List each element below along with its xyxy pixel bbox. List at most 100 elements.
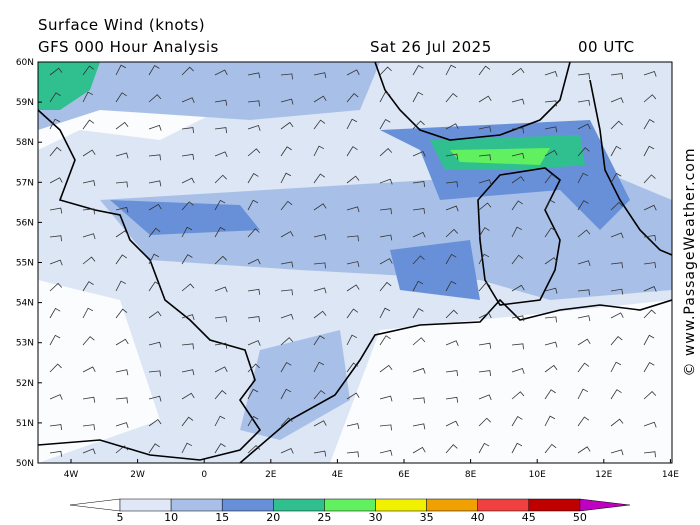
wind-barb: [49, 118, 61, 130]
wind-barb: [214, 415, 226, 427]
wind-barb: [247, 228, 260, 238]
wind-barb: [643, 334, 655, 346]
wind-barb: [445, 420, 459, 427]
wind-barb: [82, 307, 94, 319]
wind-barb: [49, 334, 61, 346]
wind-barb: [49, 235, 62, 242]
wind-barb: [544, 443, 557, 454]
wind-barb: [379, 364, 393, 373]
wind-barb: [181, 343, 194, 350]
wind-barb: [610, 361, 622, 373]
wind-barb: [643, 286, 657, 292]
coast-sweden: [589, 79, 672, 256]
lon-label: 4E: [332, 470, 344, 480]
wind-barb: [115, 230, 129, 238]
wind-barb: [280, 200, 293, 211]
wind-barb: [247, 340, 261, 346]
wind-barb: [49, 92, 61, 103]
wind-barb: [181, 369, 195, 376]
wind-barb: [379, 148, 393, 157]
watermark: © www.PassageWeather.com: [682, 147, 698, 376]
wind-barb: [412, 207, 426, 214]
wind-barb: [643, 361, 655, 373]
wind-barb: [49, 207, 63, 214]
wind-barb: [214, 174, 227, 184]
wind-barb: [115, 369, 129, 376]
colorbar-label: 50: [573, 511, 587, 524]
wind-barb: [379, 395, 393, 402]
wind-barb: [280, 172, 292, 184]
wind-barb: [511, 152, 525, 159]
wind-10-15: [38, 62, 672, 440]
wind-barb: [478, 95, 492, 103]
wind-barb: [610, 120, 623, 130]
wind-barb: [280, 361, 292, 373]
wind-barb: [82, 180, 96, 187]
wind-barb: [544, 70, 558, 77]
wind-barb: [214, 342, 228, 349]
colorbar-label: 15: [215, 511, 229, 524]
wind-barb: [346, 261, 360, 267]
subtitle: GFS 000 Hour Analysis: [38, 38, 219, 56]
wind-barb: [313, 119, 326, 130]
wind-barb: [115, 206, 129, 213]
wind-barb: [247, 444, 261, 454]
wind-barb: [379, 424, 392, 431]
wind-barb: [412, 120, 425, 130]
wind-barb: [445, 444, 458, 454]
wind-barb: [379, 335, 391, 346]
wind-barb: [247, 100, 260, 107]
wind-barb: [181, 153, 195, 160]
wind-barb: [148, 203, 162, 211]
wind-barb: [412, 255, 425, 265]
wind-barb: [610, 418, 624, 427]
wind-barb: [511, 200, 523, 211]
wind-barb: [181, 66, 194, 76]
wind-barb: [610, 232, 624, 239]
lat-label: 56N: [16, 218, 34, 228]
wind-barb: [643, 70, 657, 77]
wind-barb: [610, 145, 622, 157]
wind-barb: [478, 227, 490, 238]
wind-barb: [115, 121, 129, 130]
wind-barb: [577, 289, 590, 296]
wind-barb: [511, 368, 525, 374]
wind-barb: [181, 442, 193, 454]
wind-barb: [313, 173, 326, 184]
wind-barb: [445, 92, 458, 103]
lon-label: 6E: [398, 470, 410, 480]
wind-barb: [478, 154, 491, 161]
wind-barbs: [49, 64, 657, 458]
wind-barb: [445, 205, 459, 212]
wind-barb: [379, 449, 393, 456]
wind-barb: [82, 281, 94, 292]
lat-label: 58N: [16, 138, 34, 148]
wind-barb: [346, 206, 360, 213]
wind-barb: [214, 226, 226, 238]
wind-barb: [313, 361, 325, 373]
wind-barb: [313, 72, 327, 79]
wind-barb: [511, 176, 525, 184]
wind-barb: [214, 255, 228, 265]
wind-barb: [412, 337, 426, 346]
colorbar-label: 35: [420, 511, 434, 524]
wind-barb: [478, 179, 492, 186]
lat-axis: 60N 59N 58N 57N 56N 55N 54N 53N 52N 51N 50N: [16, 58, 42, 469]
wind-barb: [412, 367, 426, 374]
colorbar-label: 5: [117, 511, 124, 524]
wind-barb: [544, 149, 558, 157]
wind-barb: [445, 181, 458, 188]
lon-axis: 4W 2W 0 2E 4E 6E 8E 10E 12E 14E: [64, 459, 679, 480]
wind-barb: [346, 451, 359, 458]
wind-barb: [148, 253, 160, 265]
wind-barb: [544, 126, 558, 133]
wind-barb: [280, 447, 294, 454]
wind-barb: [445, 64, 457, 76]
wind-barb: [115, 308, 128, 319]
lat-label: 60N: [16, 58, 34, 68]
wind-barb: [643, 234, 657, 241]
wind-20-25: [38, 62, 585, 170]
wind-barb: [511, 442, 523, 454]
wind-barb: [115, 280, 127, 292]
